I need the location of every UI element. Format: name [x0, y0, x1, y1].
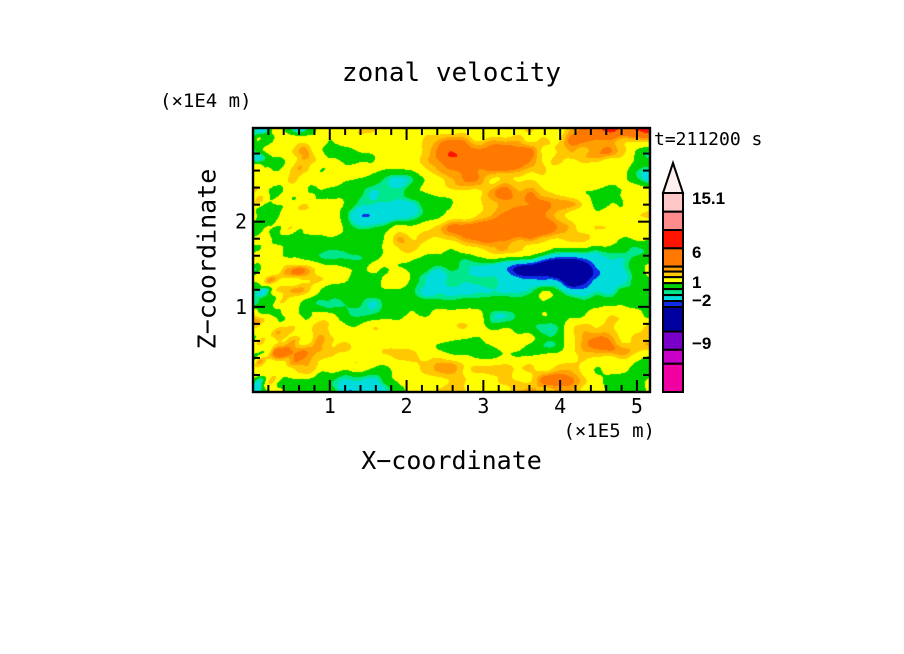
colorbar-segment [662, 288, 684, 297]
x-axis-title: X−coordinate [361, 446, 542, 475]
x-axis-unit-label: (×1E5 m) [563, 420, 655, 442]
colorbar-segment [662, 300, 684, 309]
y-tick-label: 2 [235, 210, 247, 234]
plot-title: zonal velocity [341, 58, 562, 88]
contour-field-canvas [253, 128, 650, 392]
y-tick-label: 1 [235, 295, 247, 319]
colorbar-segment [662, 192, 684, 213]
colorbar-label: 6 [692, 243, 701, 262]
x-tick-label: 1 [324, 394, 336, 418]
x-tick-label: 5 [631, 394, 643, 418]
colorbar-label: −9 [692, 334, 711, 353]
colorbar-segment [662, 229, 684, 250]
time-label: t=211200 s [654, 129, 763, 150]
x-tick-label: 3 [477, 394, 489, 418]
colorbar-segment [662, 306, 684, 333]
colorbar-segment [662, 348, 684, 365]
colorbar-label: 15.1 [692, 189, 725, 208]
colorbar-label: 1 [692, 273, 701, 292]
colorbar-segment [662, 276, 684, 285]
colorbar-segment [662, 294, 684, 303]
x-tick-label: 2 [401, 394, 413, 418]
colorbar-segment [662, 330, 684, 351]
x-tick-label: 4 [554, 394, 566, 418]
colorbar-segment [662, 210, 684, 232]
colorbar-segment [662, 247, 684, 268]
colorbar-segment [662, 270, 684, 279]
y-axis-unit-label: (×1E4 m) [160, 90, 252, 112]
colorbar-segment [662, 362, 684, 394]
colorbar-segment [662, 282, 684, 291]
colorbar-overflow-arrow-icon [661, 159, 685, 194]
y-axis-title: Z−coordinate [192, 168, 222, 350]
colorbar-segment [662, 265, 684, 273]
colorbar-label: −2 [692, 291, 711, 310]
